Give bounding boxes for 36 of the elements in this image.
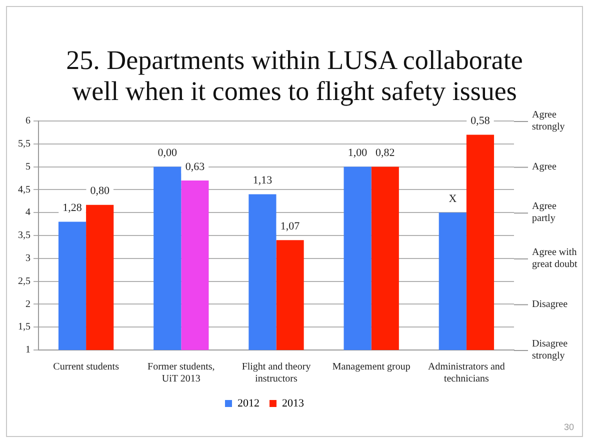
text: Agree strongly xyxy=(532,110,565,133)
text: 30 xyxy=(564,422,574,432)
y-tick-label: 2 xyxy=(26,298,30,310)
annotation: 1,07 xyxy=(280,220,300,232)
text: Disagree strongly xyxy=(532,338,568,362)
y-tick-label: 4,5 xyxy=(18,184,30,196)
x-tick-label: Flight and theory instructors xyxy=(242,362,311,385)
legend-label: 2012 xyxy=(238,397,260,410)
annotation: 0,58 xyxy=(470,115,490,128)
annotation: 1,28 xyxy=(62,202,82,214)
y-tick-label: 4 xyxy=(26,207,30,218)
text: Agree partly xyxy=(532,201,557,224)
annotation: 1,00 xyxy=(348,147,368,160)
y-tick-label: 5,5 xyxy=(18,138,30,150)
x-tick-label: Administrators and technicians xyxy=(428,362,505,385)
x-tick-label: Former students, UiT 2013 xyxy=(148,362,215,385)
y-tick-label: 1,5 xyxy=(18,322,30,333)
text: Disagree xyxy=(532,298,568,310)
x-tick-label: Current students xyxy=(53,362,120,373)
y-tick-label: 3,5 xyxy=(18,230,30,242)
text: Agree xyxy=(532,161,557,172)
annotation: X xyxy=(448,192,457,205)
y-tick-label: 1 xyxy=(26,344,30,356)
y-tick-label: 3 xyxy=(26,253,30,264)
text: Agree with great doubt xyxy=(532,247,578,270)
annotation: 0,00 xyxy=(158,147,178,160)
annotation: 0,82 xyxy=(376,147,395,160)
x-tick-label: Management group xyxy=(332,362,410,373)
y-tick-label: 6 xyxy=(26,116,30,127)
annotation: 0,80 xyxy=(90,185,110,198)
chart-title: 25. Departments within LUSA collaborate well when it comes to flight safety issues xyxy=(65,45,524,107)
legend-label: 2013 xyxy=(282,397,304,410)
y-tick-label: 5 xyxy=(26,161,30,172)
y-tick-label: 2,5 xyxy=(18,276,30,287)
annotation: 0,63 xyxy=(185,160,206,173)
annotation: 1,13 xyxy=(252,174,273,187)
